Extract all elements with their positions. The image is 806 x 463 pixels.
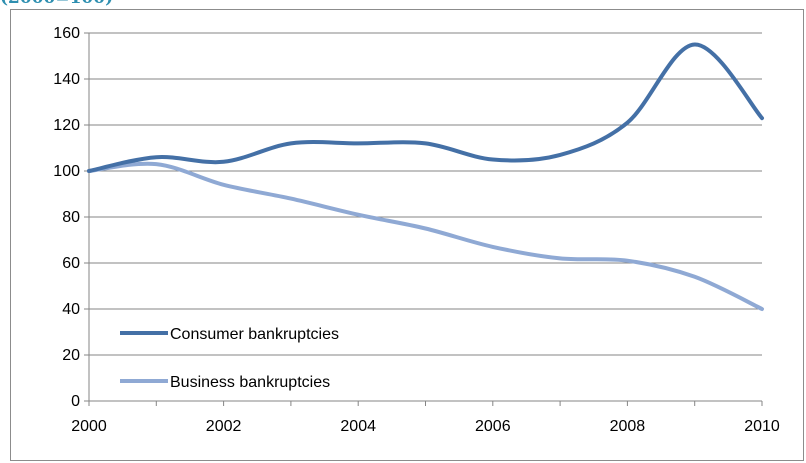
y-tick-label: 140 <box>53 71 80 88</box>
y-tick-label: 80 <box>62 209 80 226</box>
x-tick-label: 2002 <box>206 418 242 435</box>
y-tick-label: 20 <box>62 347 80 364</box>
y-tick-label: 120 <box>53 117 80 134</box>
legend: Consumer bankruptcies Business bankruptci… <box>120 326 339 391</box>
chart-title: (2000=100) <box>0 0 113 8</box>
legend-label-business-bankruptcies: Business bankruptcies <box>170 374 330 391</box>
y-tick-label: 0 <box>71 393 80 410</box>
y-tick-label: 40 <box>62 301 80 318</box>
x-tick-label: 2004 <box>340 418 376 435</box>
y-tick-label: 60 <box>62 255 80 272</box>
x-tick-label: 2000 <box>71 418 107 435</box>
legend-label-consumer-bankruptcies: Consumer bankruptcies <box>170 326 339 343</box>
axes <box>84 32 763 406</box>
y-tick-labels: 0 20 40 60 80 100 120 140 160 <box>53 25 80 410</box>
series-line-consumer-bankruptcies <box>87 42 764 173</box>
chart-frame <box>10 9 804 461</box>
x-tick-label: 2006 <box>475 418 511 435</box>
x-tick-label: 2008 <box>610 418 646 435</box>
series-line-business-bankruptcies <box>87 161 764 311</box>
y-tick-label: 160 <box>53 25 80 42</box>
x-tick-label: 2010 <box>744 418 780 435</box>
series-lines <box>87 42 764 311</box>
y-tick-label: 100 <box>53 163 80 180</box>
x-tick-labels: 2000 2002 2004 2006 2008 2010 <box>71 418 780 435</box>
gridlines <box>89 32 762 356</box>
